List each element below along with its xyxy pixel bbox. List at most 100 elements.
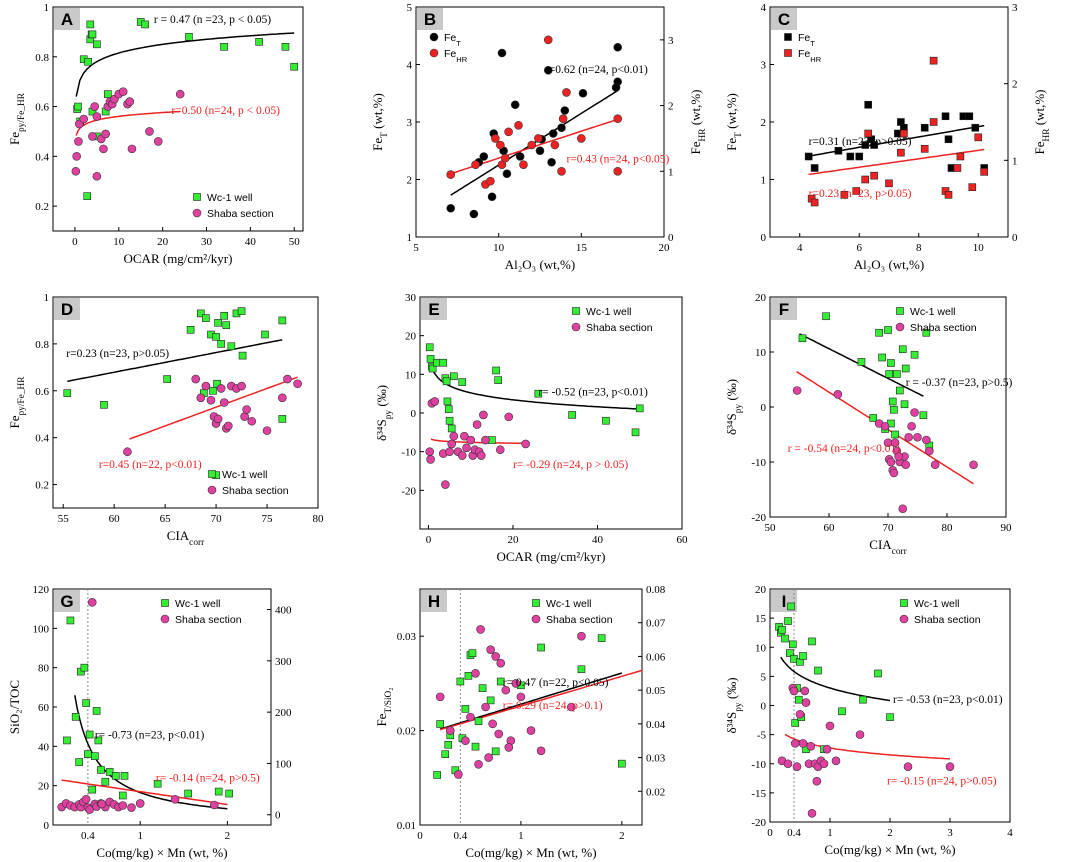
data-point — [445, 726, 455, 735]
y-tick-label: 0.6 — [35, 386, 49, 398]
panel-letter: H — [428, 592, 440, 611]
correlation-annotation: r= 0.47 (n=22, p<0.05) — [503, 677, 609, 689]
data-points — [433, 625, 626, 779]
data-point — [471, 668, 480, 678]
data-point — [560, 106, 570, 115]
data-point — [791, 719, 800, 727]
data-point — [212, 333, 220, 341]
x-tick-label: 1 — [518, 830, 524, 842]
x-axis-label: Co(mg/kg) × Mn (wt, %) — [465, 845, 596, 860]
data-point — [88, 132, 97, 141]
legend-label: Shaba section — [175, 614, 242, 626]
data-points — [775, 602, 955, 818]
panel-letter-badge: H — [421, 590, 447, 612]
x-tick-label: 60 — [677, 534, 689, 546]
data-point — [537, 643, 545, 652]
data-point — [118, 87, 128, 96]
data-point — [795, 709, 805, 719]
data-point — [874, 669, 882, 678]
data-point — [466, 435, 476, 445]
y2-tick-label: 0.05 — [646, 685, 666, 697]
data-point — [808, 637, 816, 646]
data-point — [449, 431, 459, 441]
x-axis-label: CIAcorr — [167, 528, 205, 548]
data-points — [425, 343, 644, 489]
data-point — [613, 114, 623, 124]
data-point — [778, 625, 786, 634]
y2-tick-label: 1 — [668, 166, 674, 178]
y-tick-label: 0.4 — [35, 151, 49, 163]
data-point — [91, 752, 99, 760]
x-tick-label: 5 — [413, 242, 419, 254]
fit-lines — [61, 695, 228, 810]
data-point — [806, 741, 816, 751]
panel-letter-bg — [54, 590, 80, 612]
data-point — [227, 342, 236, 351]
data-point — [910, 408, 919, 417]
correlation-annotation: r= -0.52 (n=23, p<0.01) — [538, 387, 648, 399]
data-point — [784, 617, 792, 625]
data-point — [500, 153, 510, 163]
data-point — [838, 707, 846, 716]
data-point — [787, 602, 795, 611]
correlation-annotation: r=0.50 (n=24, p < 0.05) — [171, 105, 280, 117]
y-tick-label: -10 — [751, 457, 766, 469]
x-tick-label: 0 — [417, 830, 423, 842]
data-point — [788, 640, 797, 649]
data-point — [898, 345, 907, 354]
y-axis-label: FeT (wt,%) — [724, 93, 744, 151]
y2-axis-label: FeHR (wt,%) — [688, 90, 708, 155]
data-point — [186, 326, 195, 334]
data-point — [84, 57, 92, 66]
data-point — [502, 169, 512, 179]
data-point — [504, 127, 513, 137]
data-point — [261, 330, 269, 339]
data-point — [247, 416, 257, 426]
data-point — [426, 355, 435, 363]
data-point — [880, 421, 890, 431]
y-tick-label: 0 — [761, 701, 767, 713]
data-point — [88, 785, 97, 794]
data-point — [481, 702, 490, 712]
data-point — [801, 698, 811, 707]
data-point — [201, 381, 211, 391]
y-tick-label: 0.2 — [35, 480, 49, 492]
y-tick-label: 3 — [761, 60, 767, 72]
legend-marker — [193, 193, 201, 201]
data-point — [428, 364, 437, 373]
data-point — [798, 739, 808, 748]
data-point — [913, 432, 922, 442]
data-point — [890, 405, 898, 414]
correlation-annotation: r= -0.29 (n=24, p > 0.05) — [513, 459, 628, 471]
legend-label: Shaba section — [546, 614, 613, 626]
x-tick-label: 2 — [619, 830, 625, 842]
data-point — [543, 35, 553, 45]
data-point — [515, 152, 525, 161]
data-point — [819, 759, 829, 769]
data-point — [81, 795, 91, 804]
panel-letter-badge: E — [421, 298, 447, 320]
legend-label: FeHR — [444, 48, 468, 64]
regression-line — [67, 339, 283, 383]
legend-marker — [429, 48, 439, 58]
x-tick-label: 70 — [211, 513, 223, 525]
y2-tick-label: 200 — [275, 707, 292, 719]
legend-marker — [161, 599, 169, 607]
x-tick-label: 4 — [797, 242, 803, 254]
data-point — [442, 377, 451, 386]
data-point — [504, 743, 514, 752]
y2-tick-label: 100 — [275, 758, 292, 770]
data-point — [441, 480, 450, 489]
plot-frame — [52, 296, 319, 509]
data-point — [535, 146, 545, 156]
data-point — [123, 447, 132, 457]
legend-label: Wc-1 well — [175, 598, 221, 610]
data-point — [474, 760, 483, 769]
panel-letter-badge: F — [771, 298, 797, 320]
data-point — [798, 334, 807, 343]
data-point — [478, 684, 487, 692]
fit-lines — [75, 32, 295, 136]
data-point — [462, 443, 471, 453]
chart-panel-i: I 0 1 2 3 4 -20 -15 -10 -5 0 5 10 15 20 Co(mg/kg) × Mn … — [724, 584, 1013, 857]
